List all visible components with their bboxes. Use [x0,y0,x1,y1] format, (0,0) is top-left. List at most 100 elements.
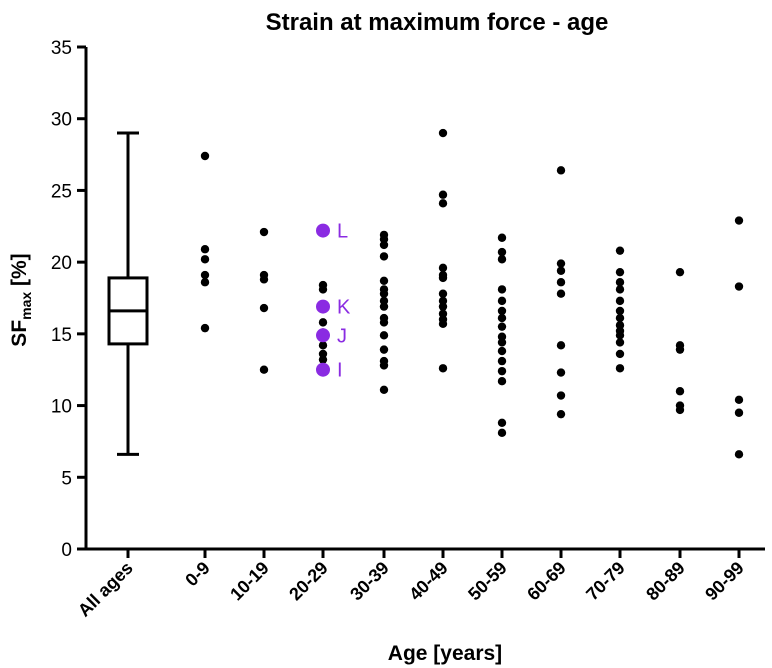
data-point [318,318,328,327]
data-point [438,364,448,373]
data-point [615,296,625,306]
data-point [200,323,210,333]
data-point [379,289,389,298]
data-point [379,302,389,311]
data-point [379,252,389,261]
y-tick-label: 0 [61,540,72,561]
data-point [438,289,448,298]
data-point [556,278,566,287]
highlight-point [316,299,330,314]
data-point [379,276,389,285]
data-point [438,273,448,283]
data-point [615,278,625,287]
data-point [379,331,389,340]
data-point [259,365,269,374]
data-point [497,285,507,294]
data-point [259,227,269,237]
data-point [556,409,566,419]
data-point [615,246,625,255]
data-point [556,368,566,377]
x-tick-label: 70-79 [582,558,629,605]
data-point [438,263,448,273]
data-point [734,282,744,291]
data-point [497,338,507,347]
data-point [497,255,507,264]
data-point [379,385,389,394]
data-point [556,289,566,298]
y-tick-label: 25 [51,181,72,202]
data-point [615,285,625,294]
data-point [200,151,210,161]
highlighted-points: L KJI [316,221,351,382]
x-tick-label: All ages [74,558,137,621]
y-axis-ticks: 0 5 10 15 20 25 30 35 [51,38,86,561]
data-point [556,391,566,400]
data-point [497,296,507,306]
x-axis-title: Age [years] [388,642,502,665]
data-point [200,255,210,264]
data-point [556,266,566,275]
y-tick-label: 30 [51,110,72,131]
x-tick-label: 10-19 [226,558,273,605]
data-point [497,366,507,376]
data-point [379,345,389,354]
y-tick-label: 5 [61,468,72,489]
data-point [438,190,448,199]
data-point [200,270,210,280]
y-axis-title: SFmax [%] [8,253,34,346]
svg-text:SFmax [%]: SFmax [%] [8,253,34,346]
x-axis-ticks: All ages 0-9 10-19 20-29 30-39 40-49 50-59 60-6… [74,549,748,621]
data-point [556,341,566,350]
x-tick-label: 30-39 [346,558,393,605]
highlight-point-label: K [337,297,351,319]
x-tick-label: 40-49 [405,558,452,605]
data-point [318,341,328,350]
data-point [497,418,507,427]
y-tick-label: 10 [51,397,72,418]
boxplot-all-ages [107,131,149,456]
data-point [615,267,625,277]
data-point [497,346,507,356]
chart-title: Strain at maximum force - age [266,9,609,36]
x-tick-label: 50-59 [464,558,511,605]
data-point [734,450,744,459]
y-tick-label: 20 [51,253,72,274]
highlight-point [316,362,330,377]
data-point [615,306,625,316]
y-axis-title-main: SF [8,320,31,347]
data-point [379,240,389,250]
data-point [497,247,507,257]
data-point [734,216,744,225]
data-point [497,313,507,323]
highlight-point [316,328,330,343]
data-point [497,428,507,438]
data-point [438,302,448,311]
data-point [200,245,210,254]
data-point [615,331,625,340]
y-tick-label: 15 [51,325,72,346]
data-point [438,319,448,329]
data-point [379,318,389,327]
data-point [734,408,744,417]
highlight-point-label: I [337,360,343,382]
y-tick-label: 35 [51,38,72,59]
data-point [318,285,328,294]
data-point [497,233,507,242]
x-tick-label: 0-9 [181,558,214,591]
highlight-point-label: J [337,325,347,347]
data-point [615,349,625,359]
data-point [259,275,269,284]
data-point [615,313,625,323]
y-axis-title-rest: [%] [8,253,31,292]
data-point [318,355,328,364]
data-point [675,405,685,415]
data-point [675,345,685,354]
data-point [200,278,210,287]
axes [84,47,765,551]
data-point [675,387,685,396]
data-point [438,128,448,138]
x-tick-label: 80-89 [642,558,689,605]
data-point [497,306,507,316]
data-point [734,395,744,405]
